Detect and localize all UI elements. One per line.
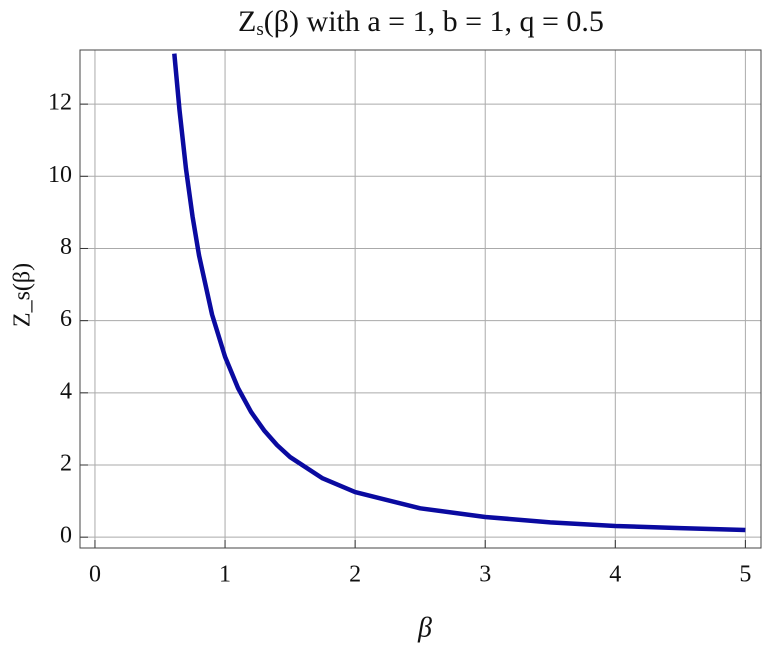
x-tick-label: 5	[739, 562, 751, 588]
y-tick-label: 10	[48, 162, 72, 188]
x-tick-label: 4	[609, 562, 621, 588]
title-main: Z	[238, 5, 256, 38]
y-tick-label: 2	[60, 451, 72, 477]
x-axis-label: β	[417, 612, 432, 643]
y-tick-label: 8	[60, 234, 72, 260]
x-tick-label: 3	[479, 562, 491, 588]
title-subscript: s	[256, 19, 263, 40]
x-tick-label: 1	[219, 562, 231, 588]
data-line	[172, 53, 746, 533]
x-tick-label: 2	[349, 562, 361, 588]
chart-title: Zs(β) with a = 1, b = 1, q = 0.5	[238, 5, 604, 40]
y-tick-label: 12	[48, 90, 72, 116]
y-tick-label: 0	[60, 523, 72, 549]
y-tick-label: 6	[60, 306, 72, 332]
y-axis-label: Z_s(β)	[10, 263, 36, 327]
plot-frame	[79, 49, 762, 549]
title-rest: (β) with a = 1, b = 1, q = 0.5	[264, 5, 604, 38]
x-tick-label: 0	[89, 562, 101, 588]
y-tick-label: 4	[60, 378, 72, 404]
